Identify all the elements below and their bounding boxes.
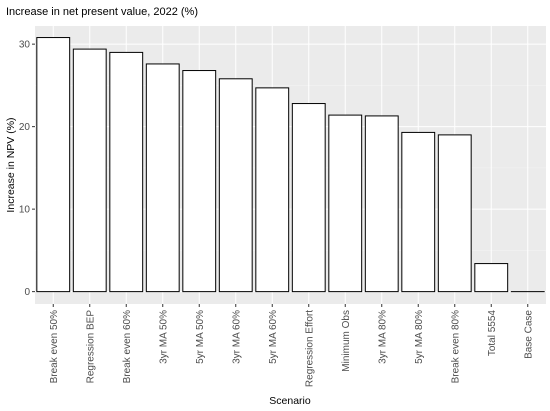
x-tick-label: 5yr MA 50% — [195, 310, 206, 364]
bar — [182, 70, 217, 293]
x-tick-label: Break even 80% — [450, 310, 461, 383]
x-tick-label: 3yr MA 60% — [231, 310, 242, 364]
chart-title: Increase in net present value, 2022 (%) — [6, 6, 198, 18]
bar — [72, 48, 107, 293]
bar — [364, 115, 399, 293]
y-tick-label: 20 — [19, 122, 31, 133]
y-tick-label: 10 — [19, 205, 31, 216]
y-axis: 0 10 20 30 — [19, 40, 35, 298]
x-tick-label: 3yr MA 50% — [158, 310, 169, 364]
x-tick-label: Break even 60% — [122, 310, 133, 383]
bar — [255, 87, 290, 293]
bar — [145, 63, 180, 293]
x-tick-label: Regression Effort — [304, 310, 315, 387]
bar — [328, 114, 363, 293]
bar — [109, 51, 144, 293]
x-tick-label: Break even 50% — [49, 310, 60, 383]
x-tick-label: 5yr MA 60% — [268, 310, 279, 364]
bar — [36, 37, 71, 293]
bar — [218, 78, 253, 293]
bar — [291, 103, 326, 293]
x-tick-label: Minimum Obs — [341, 310, 352, 372]
x-tick-label: Base Case — [523, 310, 534, 359]
x-tick-label: 5yr MA 80% — [414, 310, 425, 364]
x-axis-title: Scenario — [269, 395, 311, 407]
bars — [36, 37, 545, 293]
x-tick-label: Total 5554 — [487, 310, 498, 357]
bar — [474, 263, 509, 293]
bar — [437, 134, 472, 293]
x-axis: Break even 50% Regression BEP Break even 6… — [49, 304, 534, 387]
y-tick-label: 0 — [24, 287, 30, 298]
x-tick-label: 3yr MA 80% — [377, 310, 388, 364]
y-axis-title: Increase in NPV (%) — [5, 117, 17, 212]
y-tick-label: 30 — [19, 40, 31, 51]
x-tick-label: Regression BEP — [85, 310, 96, 384]
bar — [401, 131, 436, 293]
